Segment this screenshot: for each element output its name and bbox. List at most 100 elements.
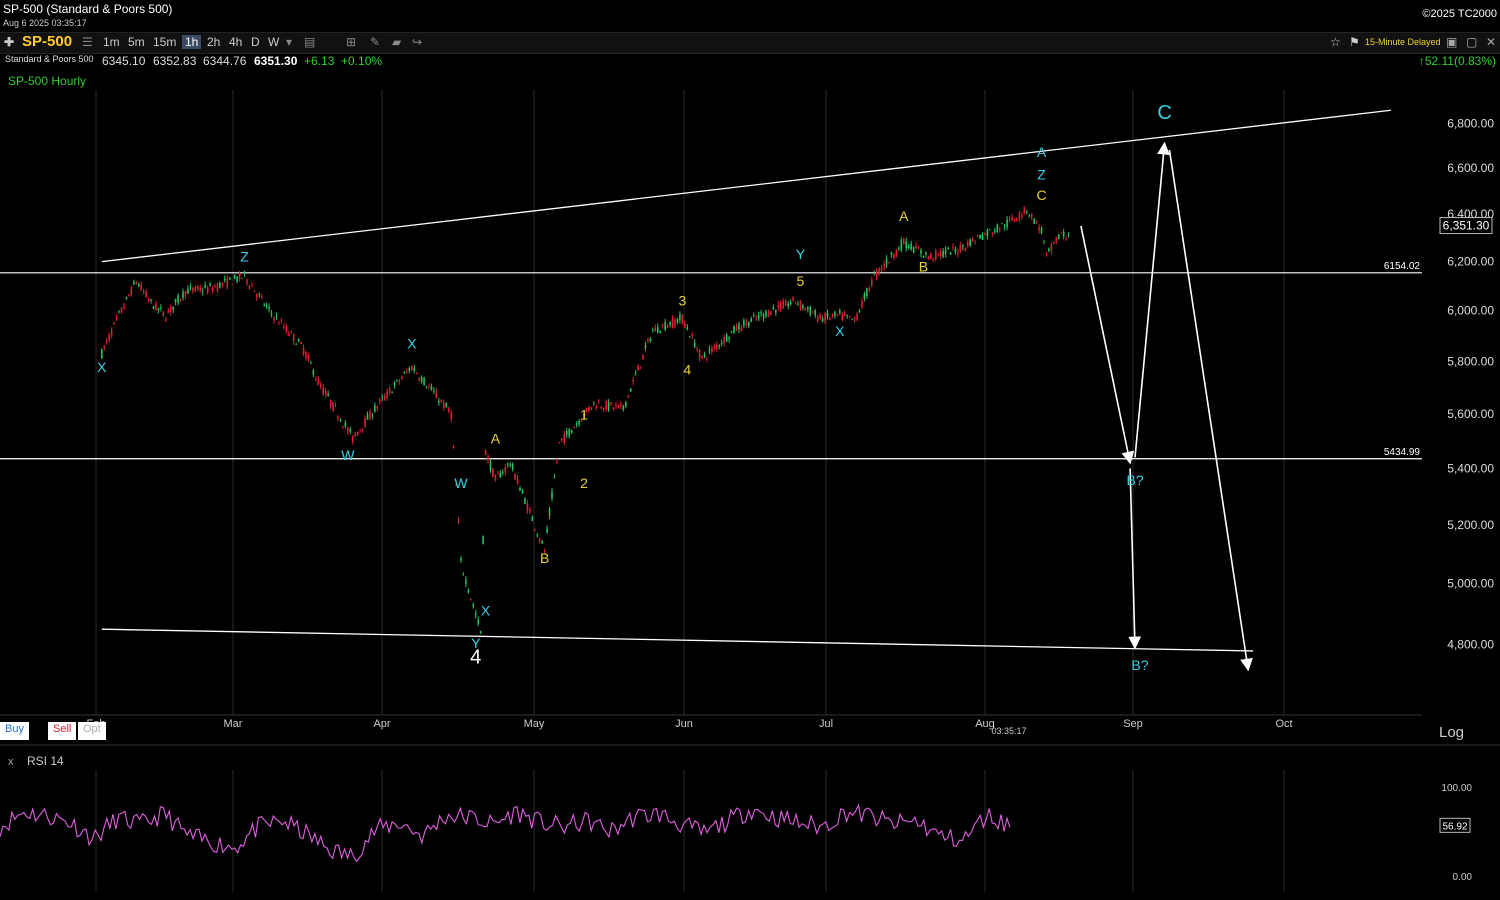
candle-body xyxy=(184,290,187,296)
candle-body xyxy=(460,558,462,561)
chevron-down-icon[interactable]: ▾ xyxy=(286,35,293,49)
candle-body xyxy=(962,245,964,247)
candle-body xyxy=(984,233,986,235)
candle-body xyxy=(681,314,684,323)
candle-body xyxy=(551,491,553,499)
candle-body xyxy=(922,255,925,258)
candle-body xyxy=(327,393,329,396)
grid-icon[interactable]: ⊞ xyxy=(346,35,357,49)
timeframe-15m[interactable]: 15m xyxy=(153,35,177,49)
candle-body xyxy=(615,404,617,406)
close-icon[interactable]: ✕ xyxy=(1486,35,1497,49)
wave-label: 5 xyxy=(797,273,805,289)
candle-body xyxy=(211,288,214,292)
candle-body xyxy=(118,311,120,313)
buy-button[interactable]: Buy xyxy=(0,722,29,740)
symbol-field[interactable]: SP-500 xyxy=(22,33,73,50)
candle-body xyxy=(531,517,534,521)
candle-body xyxy=(789,302,792,304)
wave-label: C xyxy=(1036,187,1046,203)
timeframe-1m[interactable]: 1m xyxy=(103,35,120,49)
candle-body xyxy=(243,271,246,274)
candle-body xyxy=(238,273,241,279)
candle-body xyxy=(201,291,204,292)
candle-body xyxy=(155,302,157,311)
wave-label: Z xyxy=(1037,166,1046,182)
timeframe-5m[interactable]: 5m xyxy=(128,35,145,49)
pencil-icon[interactable]: ✎ xyxy=(370,35,381,49)
candle-body xyxy=(359,429,361,431)
candle-body xyxy=(420,376,423,383)
candle-body xyxy=(177,295,179,303)
candle-body xyxy=(287,333,290,336)
candle-body xyxy=(268,306,270,309)
candle-body xyxy=(1060,232,1063,234)
candle-body xyxy=(1016,218,1018,221)
candle-body xyxy=(101,349,103,359)
candle-body xyxy=(438,401,440,403)
candle-body xyxy=(686,327,689,330)
candle-body xyxy=(696,349,698,351)
candle-body xyxy=(187,288,189,294)
wave-label: Z xyxy=(240,249,249,265)
candle-body xyxy=(733,325,735,334)
candle-body xyxy=(273,317,275,321)
flag-icon[interactable]: ⚑ xyxy=(1349,35,1360,49)
sell-button[interactable]: Sell xyxy=(48,722,77,740)
list-icon[interactable]: ☰ xyxy=(82,35,93,49)
candle-body xyxy=(462,574,465,575)
timeframe-2h[interactable]: 2h xyxy=(207,35,221,49)
candle-body xyxy=(295,344,297,346)
candle-body xyxy=(541,540,543,543)
timeframe-1h[interactable]: 1h xyxy=(182,35,202,49)
candle-body xyxy=(563,434,566,443)
wave-label: A xyxy=(491,431,501,447)
candle-body xyxy=(772,307,775,310)
timeframe-W[interactable]: W xyxy=(268,35,280,49)
candle-body xyxy=(423,377,425,385)
candle-body xyxy=(898,248,900,250)
candle-body xyxy=(816,316,819,322)
candle-body xyxy=(381,397,384,398)
chart-style-icon[interactable]: ▤ xyxy=(304,35,316,49)
wave-label: 4 xyxy=(683,361,691,377)
timeframe-4h[interactable]: 4h xyxy=(229,35,243,49)
candle-body xyxy=(688,336,691,338)
timeframe-D[interactable]: D xyxy=(251,35,260,49)
opt-button[interactable]: Opt xyxy=(78,722,106,740)
candle-body xyxy=(529,509,531,511)
candle-body xyxy=(839,310,841,313)
star-icon[interactable]: ☆ xyxy=(1330,35,1341,49)
candle-body xyxy=(224,278,226,281)
candle-body xyxy=(317,379,320,385)
candle-body xyxy=(251,285,253,287)
x-tick-label: Mar xyxy=(224,718,243,730)
save-icon[interactable]: ▢ xyxy=(1466,35,1478,49)
x-tick-label: Oct xyxy=(1275,718,1292,730)
candle-body xyxy=(548,509,551,516)
candle-body xyxy=(297,338,300,342)
candle-body xyxy=(711,347,713,352)
candle-body xyxy=(465,579,467,584)
candle-body xyxy=(647,339,649,342)
candle-body xyxy=(216,283,219,291)
candle-body xyxy=(482,535,484,544)
log-toggle[interactable]: Log xyxy=(1439,724,1465,741)
candle-body xyxy=(701,355,703,358)
add-symbol-icon[interactable]: ✚ xyxy=(4,35,15,49)
wave-label: W xyxy=(454,475,468,491)
candle-body xyxy=(447,408,450,411)
y-tick-label: 6,000.00 xyxy=(1447,304,1494,318)
candle-body xyxy=(787,303,789,307)
candle-body xyxy=(964,247,967,251)
close-rsi-icon[interactable]: x xyxy=(8,756,14,768)
share-icon[interactable]: ↪ xyxy=(412,35,423,49)
window-icon[interactable]: ▣ xyxy=(1446,35,1458,49)
candle-body xyxy=(137,284,140,287)
candle-body xyxy=(797,303,799,305)
candle-body xyxy=(654,327,657,332)
candle-body xyxy=(937,253,940,255)
candle-body xyxy=(526,503,529,512)
layers-icon[interactable]: ▰ xyxy=(392,35,402,49)
